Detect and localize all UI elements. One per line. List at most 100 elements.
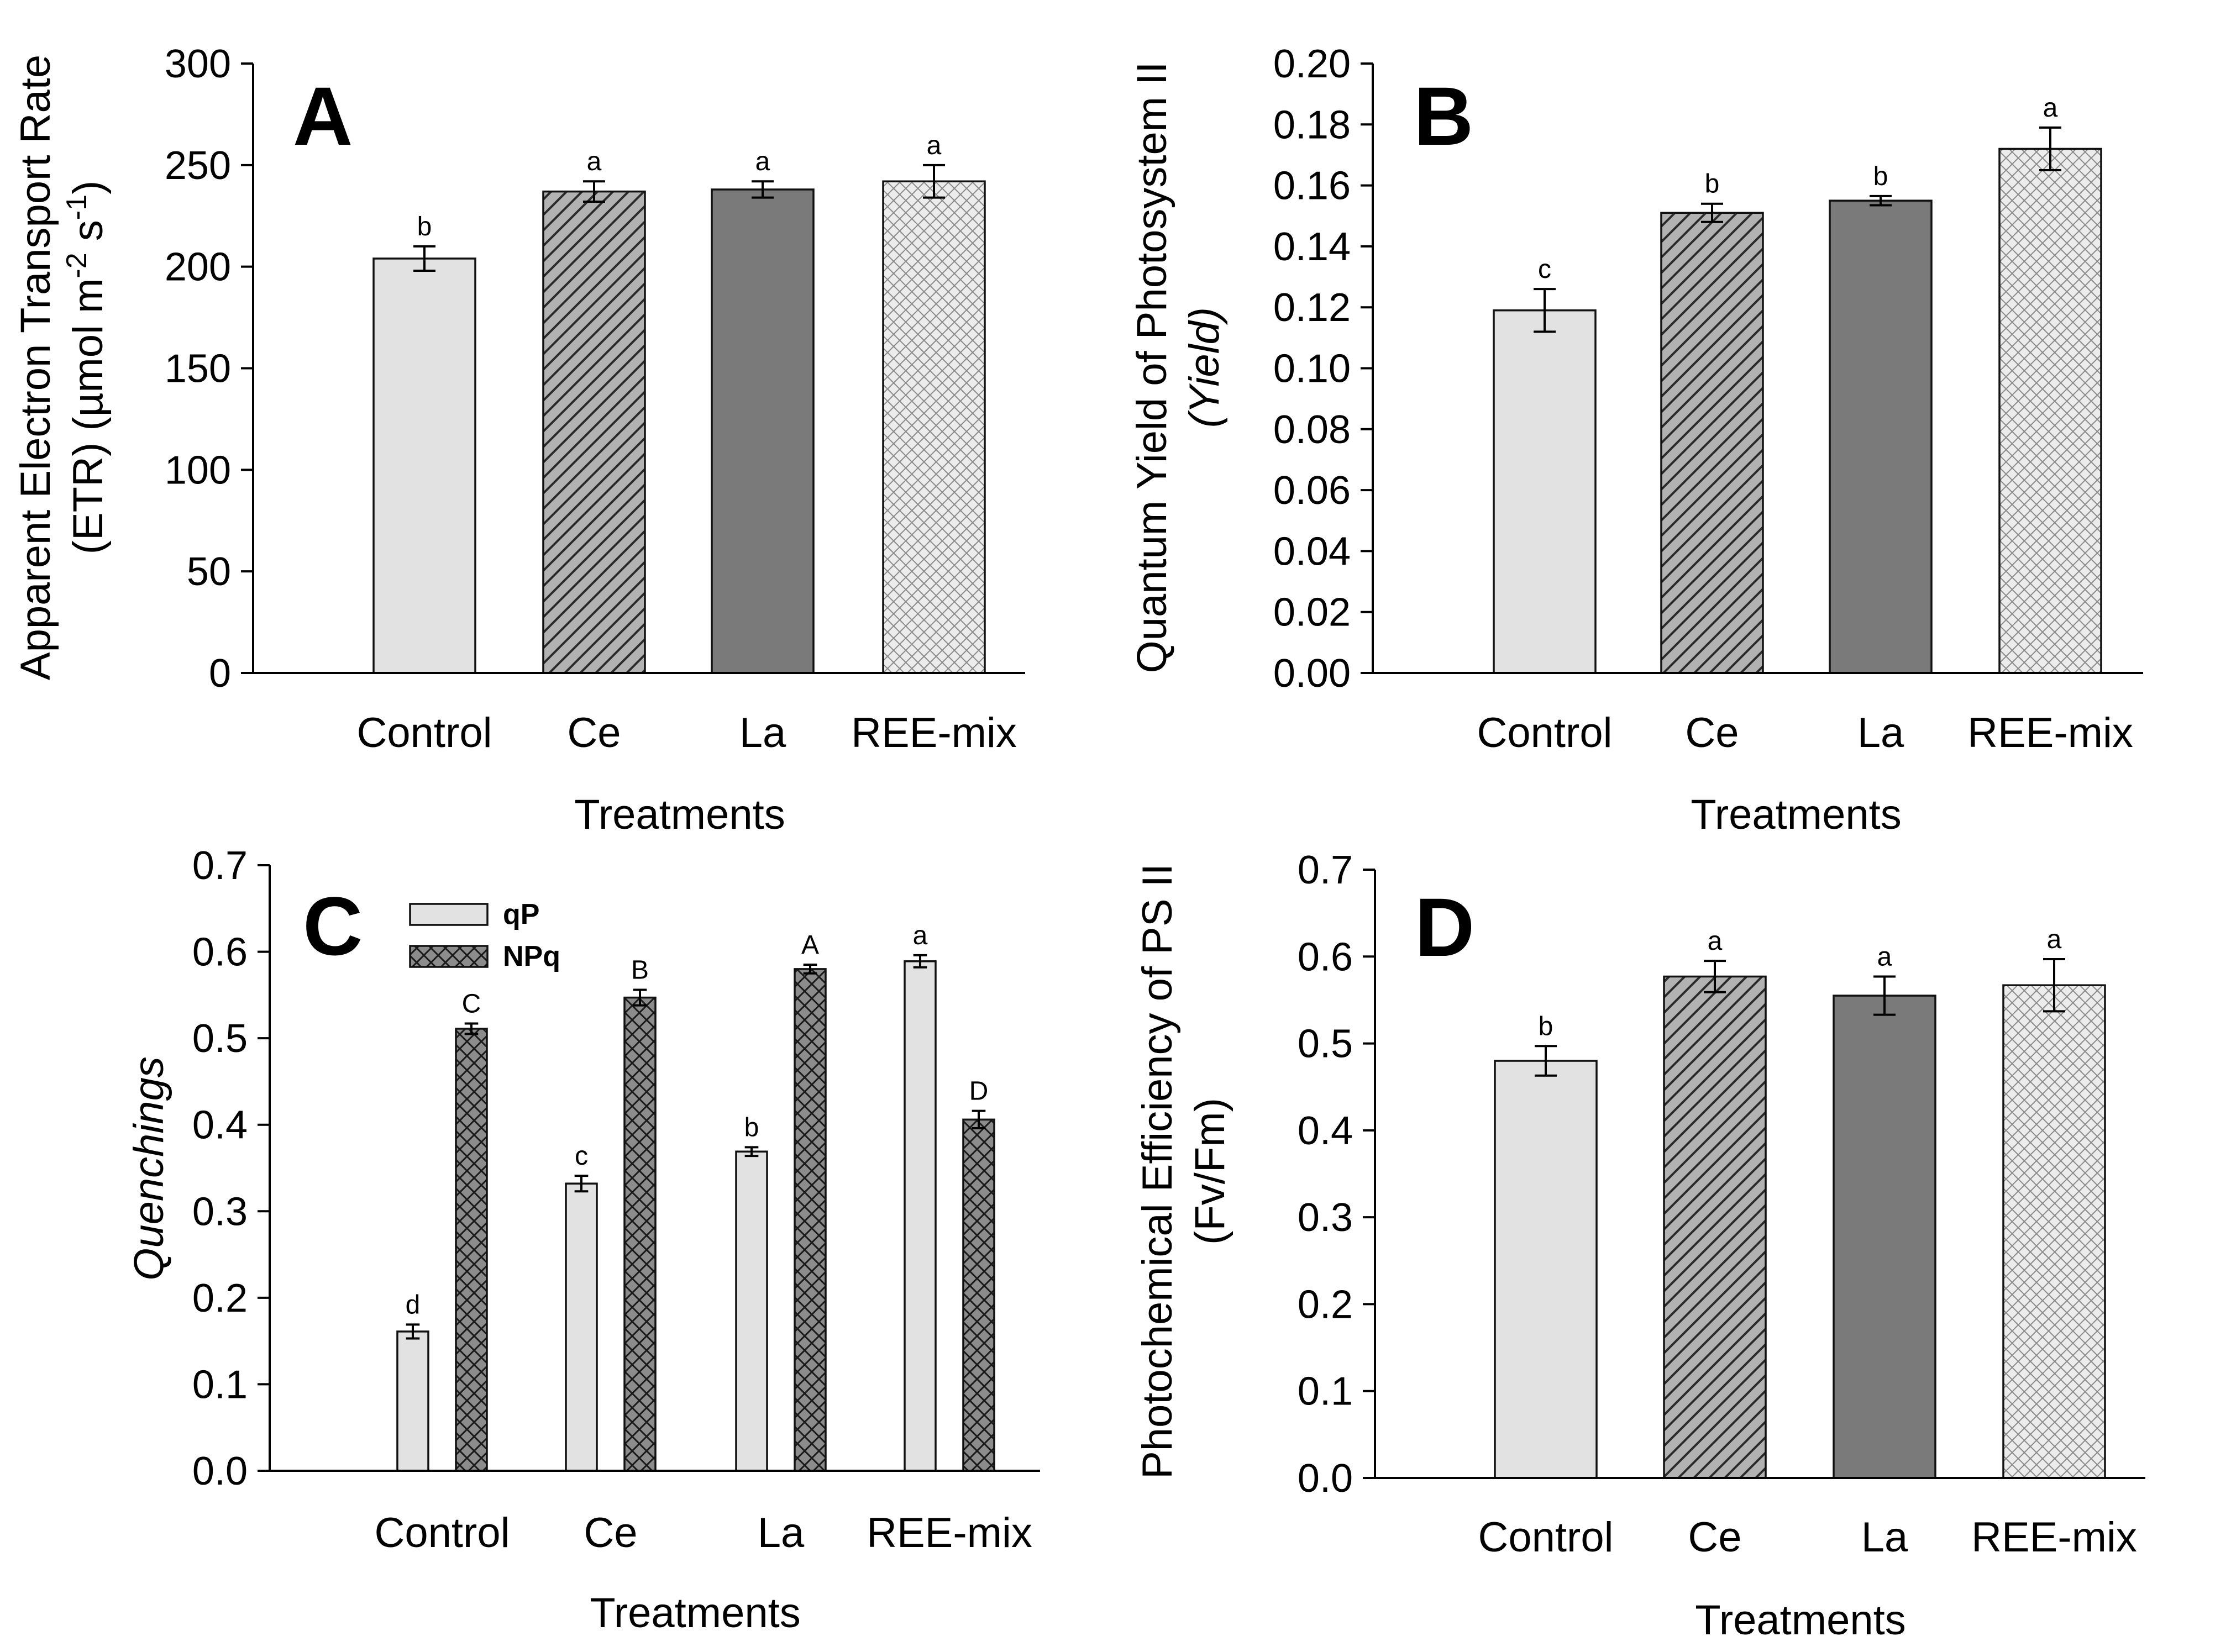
panel-b: c b b a 0.00 0.02 0.04 0.06 0.08 0.10 0.12 0.14 0.1… xyxy=(1128,42,2143,838)
panel-c-bar-npq-2 xyxy=(794,968,827,1472)
panel-c: d c b a C B A D 0.0 0.1 0.2 0.3 0.4 0.5 0.6 0.7 Contro… xyxy=(125,844,1040,1637)
panel-b-ytick-label: 0.08 xyxy=(1273,408,1351,452)
panel-d-bar-0 xyxy=(1494,1060,1598,1479)
panel-b-yticks: 0.00 0.02 0.04 0.06 0.08 0.10 0.12 0.14 0.16 0.18… xyxy=(1273,42,1373,696)
panel-c-sig-letter-npq-1: B xyxy=(631,955,649,985)
panel-b-ytick-label: 0.20 xyxy=(1273,42,1351,86)
panel-c-xlabels: Control Ce La REE-mix xyxy=(375,1509,1032,1556)
panel-c-bar-npq-3 xyxy=(962,1118,995,1472)
panel-a-ylabel-line1: Apparent Electron Transport Rate xyxy=(12,55,59,680)
panel-c-bar-qp-0 xyxy=(396,1330,429,1472)
panel-a-letters: b a a a xyxy=(417,131,942,241)
panel-d-category-label: Control xyxy=(1478,1514,1614,1561)
panel-c-letter: C xyxy=(303,880,363,972)
panel-c-bar-qp-2 xyxy=(735,1150,768,1472)
panel-d-ytick-label: 0.6 xyxy=(1298,935,1353,979)
panel-a-ylabel-prefix: (ETR) (µmol m xyxy=(65,278,112,555)
panel-c-errorbar-npq-2 xyxy=(803,964,817,975)
panel-b-ytick-label: 0.06 xyxy=(1273,469,1351,513)
panel-b-ylabel-line2: (Yield) xyxy=(1181,307,1228,428)
panel-c-errorbar-qp-0 xyxy=(406,1323,420,1340)
panel-a-errorbar-0 xyxy=(413,245,435,272)
panel-b-ytick-label: 0.02 xyxy=(1273,591,1351,635)
panel-c-bar-qp-3 xyxy=(904,960,937,1472)
panel-a-letter: A xyxy=(293,70,353,162)
panel-b-errorbar-3 xyxy=(2039,126,2061,172)
panel-d-errorbar-0 xyxy=(1535,1045,1557,1077)
panel-b-sig-letter-0: c xyxy=(1538,255,1551,284)
panel-a-ytick-label: 50 xyxy=(187,550,231,594)
panel-a-yticks: 0 50 100 150 200 250 300 xyxy=(165,42,253,696)
panel-d-ylabel-line1: Photochemical Efficiency of PS II xyxy=(1134,864,1181,1479)
panel-a-ylabel-line2: (ETR) (µmol m-2 s-1) xyxy=(61,181,112,555)
panel-c-ytick-label: 0.2 xyxy=(192,1276,248,1320)
panel-a-sig-letter-1: a xyxy=(587,147,602,176)
panel-c-sig-letter-npq-2: A xyxy=(801,930,819,960)
panel-b-bar-0 xyxy=(1493,309,1597,674)
panel-a-ylabel-mid: s xyxy=(65,220,112,252)
panel-b-errorbar-0 xyxy=(1534,288,1556,333)
panel-c-yticks: 0.0 0.1 0.2 0.3 0.4 0.5 0.6 0.7 xyxy=(192,844,270,1493)
panel-c-sig-letter-qp-0: d xyxy=(406,1290,421,1319)
panel-d-yticks: 0.0 0.1 0.2 0.3 0.4 0.5 0.6 0.7 xyxy=(1298,848,1375,1501)
panel-a-sig-letter-2: a xyxy=(755,147,770,176)
panel-b-ytick-label: 0.12 xyxy=(1273,286,1351,330)
panel-b-bars xyxy=(1493,148,2102,674)
panel-b-sig-letter-2: b xyxy=(1873,162,1888,191)
panel-d-sig-letter-1: a xyxy=(1708,927,1723,956)
panel-d-sig-letter-2: a xyxy=(1877,942,1892,971)
panel-b-letters: c b b a xyxy=(1538,93,2058,284)
panel-c-ylabel: Quenchings xyxy=(125,1056,172,1281)
panel-c-ytick-label: 0.6 xyxy=(192,930,248,975)
panel-c-sig-letter-qp-1: c xyxy=(575,1141,588,1171)
panel-d: b a a a 0.0 0.1 0.2 0.3 0.4 0.5 0.6 0.7 Control Ce L… xyxy=(1134,848,2145,1644)
panel-d-category-label: Ce xyxy=(1688,1514,1741,1561)
panel-a-ytick-label: 250 xyxy=(165,144,231,188)
panel-d-errorbar-3 xyxy=(2043,958,2065,1013)
panel-c-sig-letter-npq-3: D xyxy=(969,1077,989,1106)
panel-d-bars xyxy=(1494,975,2106,1479)
panel-c-xlabel: Treatments xyxy=(590,1590,801,1637)
panel-b-category-label: REE-mix xyxy=(1967,709,2133,756)
panel-a-xlabel: Treatments xyxy=(574,791,785,838)
panel-a-errorbars xyxy=(413,164,945,272)
panel-a-ytick-label: 100 xyxy=(165,448,231,492)
panel-a: b a a a 0 50 100 150 200 250 300 Control Ce La REE-m… xyxy=(12,42,1025,838)
legend-swatch-qp xyxy=(409,903,489,926)
panel-c-bar-qp-1 xyxy=(565,1182,598,1472)
panel-c-ytick-label: 0.0 xyxy=(192,1449,248,1493)
legend-label-qp: qP xyxy=(503,898,539,930)
panel-b-xlabel: Treatments xyxy=(1691,791,1902,838)
panel-c-letters: d c b a C B A D xyxy=(406,921,989,1320)
panel-d-ytick-label: 0.7 xyxy=(1298,848,1353,892)
panel-a-ytick-label: 300 xyxy=(165,42,231,86)
panel-c-category-label: Control xyxy=(375,1509,510,1556)
panel-c-category-label: Ce xyxy=(584,1509,637,1556)
panel-a-bar-2 xyxy=(711,188,815,674)
panel-a-category-label: La xyxy=(739,709,786,756)
panel-b-letter: B xyxy=(1414,70,1473,162)
panel-b-sig-letter-1: b xyxy=(1705,170,1720,199)
panel-b-ytick-label: 0.00 xyxy=(1273,651,1351,696)
legend-swatch-npq xyxy=(409,945,489,968)
panel-c-errorbar-npq-3 xyxy=(972,1109,986,1129)
panel-a-bar-3 xyxy=(882,180,986,674)
panel-a-ylabel-sup2: -1 xyxy=(61,194,93,220)
panel-d-ytick-label: 0.3 xyxy=(1298,1196,1353,1240)
panel-a-category-label: REE-mix xyxy=(851,709,1017,756)
panel-d-ylabel-line2: (Fv/Fm) xyxy=(1187,1098,1233,1245)
panel-b-bar-2 xyxy=(1829,199,1933,674)
panel-c-errorbars xyxy=(406,954,986,1340)
panel-c-errorbar-qp-2 xyxy=(744,1146,759,1158)
panel-d-ytick-label: 0.2 xyxy=(1298,1282,1353,1327)
panel-c-ytick-label: 0.1 xyxy=(192,1362,248,1407)
panel-c-ytick-label: 0.5 xyxy=(192,1017,248,1061)
panel-c-category-label: REE-mix xyxy=(867,1509,1032,1556)
panel-c-legend: qP NPq xyxy=(409,898,560,972)
panel-d-bar-2 xyxy=(1833,995,1936,1479)
panel-d-category-label: La xyxy=(1861,1514,1908,1561)
panel-b-ytick-label: 0.14 xyxy=(1273,225,1351,269)
panel-d-bar-3 xyxy=(2002,984,2106,1479)
panel-d-letters: b a a a xyxy=(1539,925,2062,1041)
panel-c-ytick-label: 0.7 xyxy=(192,844,248,888)
